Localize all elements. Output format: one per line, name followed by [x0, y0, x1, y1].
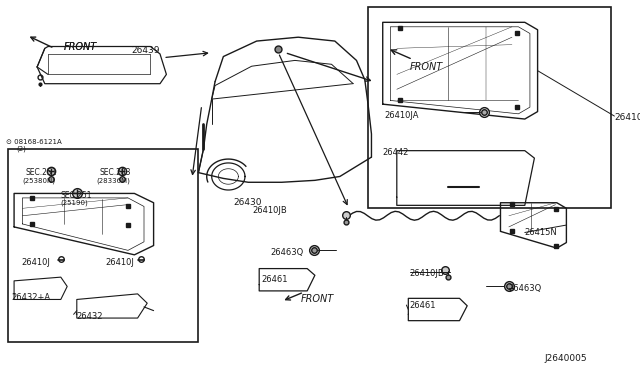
Text: 26463Q: 26463Q — [509, 284, 542, 293]
Text: 26432: 26432 — [77, 312, 103, 321]
Text: 26410W: 26410W — [614, 113, 640, 122]
Text: (28336M): (28336M) — [96, 177, 130, 184]
Text: 26415N: 26415N — [525, 228, 557, 237]
Text: J2640005: J2640005 — [544, 355, 587, 363]
Text: 26430: 26430 — [234, 198, 262, 207]
Text: 26439: 26439 — [131, 46, 160, 55]
Text: 26432+A: 26432+A — [12, 293, 51, 302]
Text: 26410JB: 26410JB — [410, 269, 444, 278]
Bar — [8, 149, 198, 342]
Text: 26410J: 26410J — [106, 258, 134, 267]
Text: 26461: 26461 — [410, 301, 436, 310]
Text: 26461: 26461 — [261, 275, 287, 283]
Text: 26463Q: 26463Q — [270, 248, 303, 257]
Text: FRONT: FRONT — [64, 42, 97, 51]
Text: ⊙ 08168-6121A: ⊙ 08168-6121A — [6, 139, 62, 145]
Text: FRONT: FRONT — [410, 62, 443, 72]
Text: 26410J: 26410J — [21, 258, 50, 267]
Text: (25380N): (25380N) — [22, 177, 56, 184]
Text: (2): (2) — [16, 145, 26, 152]
Bar — [368, 7, 611, 208]
Text: FRONT: FRONT — [301, 295, 334, 304]
Text: SEC.251: SEC.251 — [61, 191, 92, 200]
Text: SEC.283: SEC.283 — [99, 169, 131, 177]
Text: 26410JA: 26410JA — [384, 111, 419, 120]
Text: 26410JB: 26410JB — [253, 206, 287, 215]
Text: SEC.251: SEC.251 — [26, 169, 57, 177]
Text: 26442: 26442 — [383, 148, 409, 157]
Text: FRONT: FRONT — [64, 42, 97, 51]
Text: (25190): (25190) — [61, 199, 88, 206]
